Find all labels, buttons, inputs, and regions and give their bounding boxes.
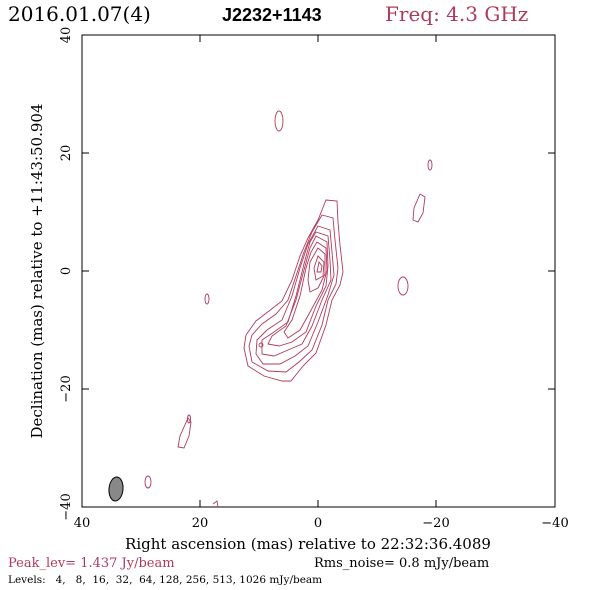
axis-ticks xyxy=(81,35,556,507)
contour-island xyxy=(187,414,191,424)
peak-level: Peak_lev= 1.437 Jy/beam xyxy=(8,556,175,571)
contour-level-3 xyxy=(255,225,335,365)
contour-island xyxy=(427,159,433,171)
rms-noise: Rms_noise= 0.8 mJy/beam xyxy=(314,556,489,571)
contour-level-1 xyxy=(243,199,344,382)
contour-island xyxy=(258,342,264,348)
contour-level-6 xyxy=(283,241,328,339)
x-tick-label: 40 xyxy=(74,516,91,531)
frequency-label: Freq: 4.3 GHz xyxy=(385,2,528,26)
x-tick-label: −40 xyxy=(541,516,568,531)
plot-frame xyxy=(81,34,556,508)
y-axis-title: Declination (mas) relative to +11:43:50.… xyxy=(28,103,46,438)
y-tick-label: 20 xyxy=(59,145,74,162)
y-tick-label: 0 xyxy=(59,267,74,275)
x-tick-label: 20 xyxy=(192,516,209,531)
contour-island xyxy=(274,110,284,132)
contour-level-7 xyxy=(307,247,326,293)
beam-ellipse xyxy=(108,476,124,502)
contour-island xyxy=(177,417,192,449)
x-tick-label: −20 xyxy=(422,516,449,531)
source-name: J2232+1143 xyxy=(222,5,322,25)
contour-level-5 xyxy=(267,235,329,347)
contour-island xyxy=(144,475,152,489)
contour-island xyxy=(412,193,426,223)
contour-levels: Levels: 4, 8, 16, 32, 64, 128, 256, 513,… xyxy=(8,574,322,586)
contour-level-8 xyxy=(313,255,325,281)
contour-level-9 xyxy=(316,260,323,273)
contour-level-4 xyxy=(261,231,332,357)
isolated-contours xyxy=(144,110,433,508)
x-axis-title: Right ascension (mas) relative to 22:32:… xyxy=(125,535,491,553)
y-tick-label: 40 xyxy=(59,27,74,44)
contour-level-2 xyxy=(248,214,339,373)
y-tick-label: −20 xyxy=(59,375,74,402)
y-tick-label: −40 xyxy=(59,493,74,520)
observation-date: 2016.01.07(4) xyxy=(8,2,151,26)
contour-island xyxy=(212,500,219,508)
x-tick-label: 0 xyxy=(314,516,322,531)
jet-contours xyxy=(243,199,344,382)
contour-island xyxy=(204,293,210,305)
contour-island xyxy=(397,276,409,296)
